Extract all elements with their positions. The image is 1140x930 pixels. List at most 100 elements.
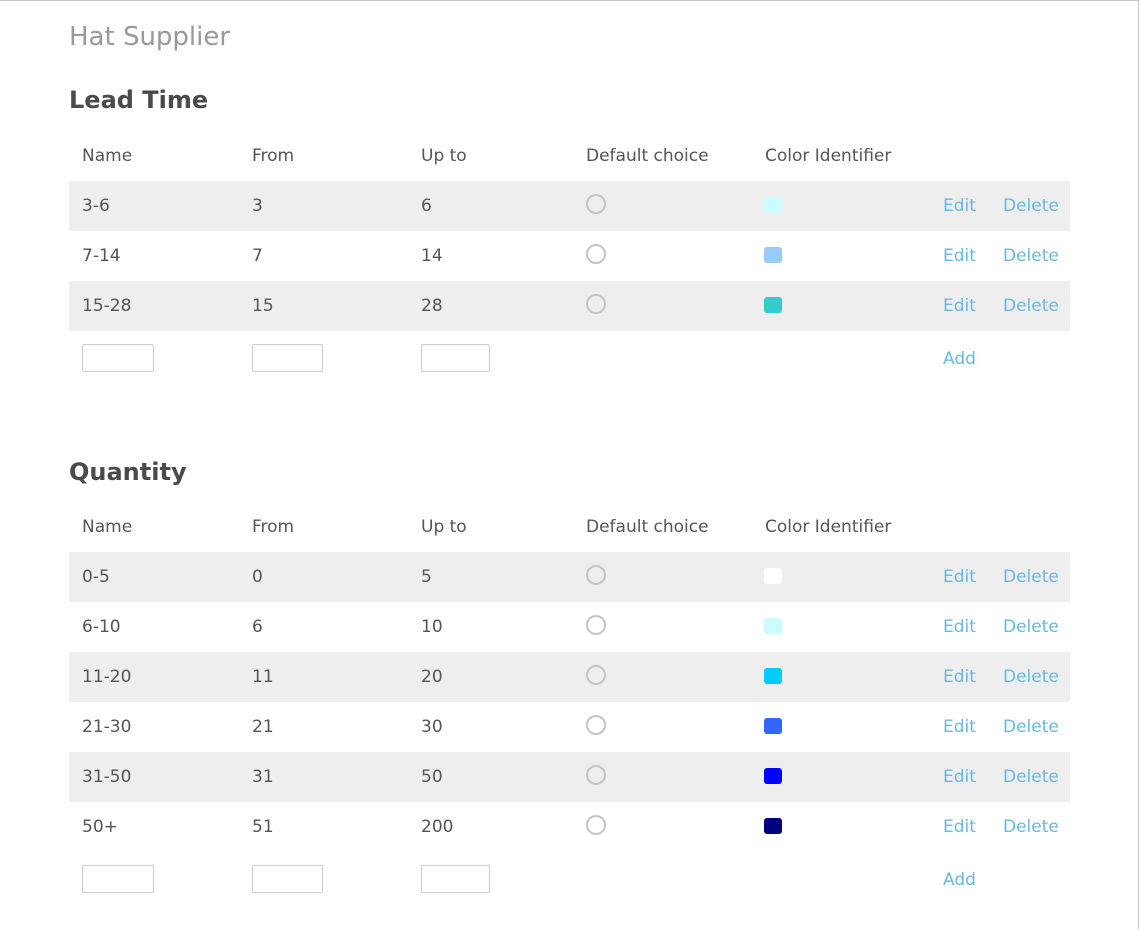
default-choice-radio[interactable] <box>586 194 606 214</box>
edit-button[interactable]: Edit <box>943 767 976 787</box>
add-row: Add <box>69 852 1070 902</box>
color-swatch <box>764 768 782 784</box>
default-choice-radio[interactable] <box>586 665 606 685</box>
table-row: 31-50 31 50 Edit Delete <box>69 752 1070 802</box>
default-choice-radio[interactable] <box>586 294 606 314</box>
row-from: 3 <box>252 196 263 216</box>
new-from-input[interactable] <box>252 344 323 372</box>
color-swatch <box>764 568 782 584</box>
new-up-to-input[interactable] <box>421 865 490 893</box>
row-from: 15 <box>252 296 274 316</box>
color-swatch <box>764 718 782 734</box>
row-from: 51 <box>252 817 274 837</box>
column-header-from: From <box>252 146 295 166</box>
default-choice-radio[interactable] <box>586 765 606 785</box>
default-choice-radio[interactable] <box>586 615 606 635</box>
color-swatch <box>764 247 782 263</box>
edit-button[interactable]: Edit <box>943 246 976 266</box>
table-row: 21-30 21 30 Edit Delete <box>69 702 1070 752</box>
table-row: 7-14 7 14 Edit Delete <box>69 231 1070 281</box>
color-swatch <box>764 818 782 834</box>
row-name: 50+ <box>82 817 118 837</box>
delete-button[interactable]: Delete <box>1003 567 1059 587</box>
lead-time-title: Lead Time <box>69 86 209 114</box>
table-row: 0-5 0 5 Edit Delete <box>69 552 1070 602</box>
delete-button[interactable]: Delete <box>1003 617 1059 637</box>
column-header-name: Name <box>82 146 133 166</box>
quantity-title: Quantity <box>69 458 187 486</box>
row-name: 6-10 <box>82 617 121 637</box>
add-row: Add <box>69 331 1070 381</box>
delete-button[interactable]: Delete <box>1003 717 1059 737</box>
default-choice-radio[interactable] <box>586 565 606 585</box>
row-name: 21-30 <box>82 717 132 737</box>
column-header-from: From <box>252 517 295 537</box>
new-name-input[interactable] <box>82 865 154 893</box>
delete-button[interactable]: Delete <box>1003 296 1059 316</box>
row-name: 15-28 <box>82 296 132 316</box>
row-up-to: 200 <box>421 817 454 837</box>
row-up-to: 5 <box>421 567 432 587</box>
row-from: 6 <box>252 617 263 637</box>
color-swatch <box>764 668 782 684</box>
delete-button[interactable]: Delete <box>1003 767 1059 787</box>
delete-button[interactable]: Delete <box>1003 817 1059 837</box>
edit-button[interactable]: Edit <box>943 196 976 216</box>
row-name: 11-20 <box>82 667 132 687</box>
add-button[interactable]: Add <box>943 870 976 890</box>
row-up-to: 6 <box>421 196 432 216</box>
delete-button[interactable]: Delete <box>1003 196 1059 216</box>
lead-time-table: Name From Up to Default choice Color Ide… <box>69 131 1070 381</box>
row-up-to: 14 <box>421 246 443 266</box>
column-header-up-to: Up to <box>421 517 467 537</box>
color-swatch <box>764 618 782 634</box>
table-row: 3-6 3 6 Edit Delete <box>69 181 1070 231</box>
table-header: Name From Up to Default choice Color Ide… <box>69 502 1070 552</box>
column-header-default-choice: Default choice <box>586 517 709 537</box>
row-from: 21 <box>252 717 274 737</box>
row-from: 0 <box>252 567 263 587</box>
row-name: 7-14 <box>82 246 121 266</box>
new-name-input[interactable] <box>82 344 154 372</box>
row-from: 11 <box>252 667 274 687</box>
default-choice-radio[interactable] <box>586 715 606 735</box>
color-swatch <box>764 197 782 213</box>
delete-button[interactable]: Delete <box>1003 246 1059 266</box>
edit-button[interactable]: Edit <box>943 567 976 587</box>
row-name: 0-5 <box>82 567 110 587</box>
edit-button[interactable]: Edit <box>943 717 976 737</box>
new-up-to-input[interactable] <box>421 344 490 372</box>
table-header: Name From Up to Default choice Color Ide… <box>69 131 1070 181</box>
edit-button[interactable]: Edit <box>943 667 976 687</box>
add-button[interactable]: Add <box>943 349 976 369</box>
row-up-to: 28 <box>421 296 443 316</box>
row-from: 7 <box>252 246 263 266</box>
default-choice-radio[interactable] <box>586 815 606 835</box>
edit-button[interactable]: Edit <box>943 817 976 837</box>
row-up-to: 50 <box>421 767 443 787</box>
page-title: Hat Supplier <box>69 22 231 52</box>
color-swatch <box>764 297 782 313</box>
quantity-table: Name From Up to Default choice Color Ide… <box>69 502 1070 902</box>
column-header-up-to: Up to <box>421 146 467 166</box>
row-up-to: 20 <box>421 667 443 687</box>
row-name: 3-6 <box>82 196 110 216</box>
table-row: 15-28 15 28 Edit Delete <box>69 281 1070 331</box>
row-name: 31-50 <box>82 767 132 787</box>
default-choice-radio[interactable] <box>586 244 606 264</box>
column-header-color-identifier: Color Identifier <box>765 146 892 166</box>
table-row: 11-20 11 20 Edit Delete <box>69 652 1070 702</box>
row-up-to: 10 <box>421 617 443 637</box>
column-header-default-choice: Default choice <box>586 146 709 166</box>
new-from-input[interactable] <box>252 865 323 893</box>
edit-button[interactable]: Edit <box>943 296 976 316</box>
table-row: 50+ 51 200 Edit Delete <box>69 802 1070 852</box>
row-from: 31 <box>252 767 274 787</box>
column-header-color-identifier: Color Identifier <box>765 517 892 537</box>
table-row: 6-10 6 10 Edit Delete <box>69 602 1070 652</box>
column-header-name: Name <box>82 517 133 537</box>
edit-button[interactable]: Edit <box>943 617 976 637</box>
delete-button[interactable]: Delete <box>1003 667 1059 687</box>
row-up-to: 30 <box>421 717 443 737</box>
